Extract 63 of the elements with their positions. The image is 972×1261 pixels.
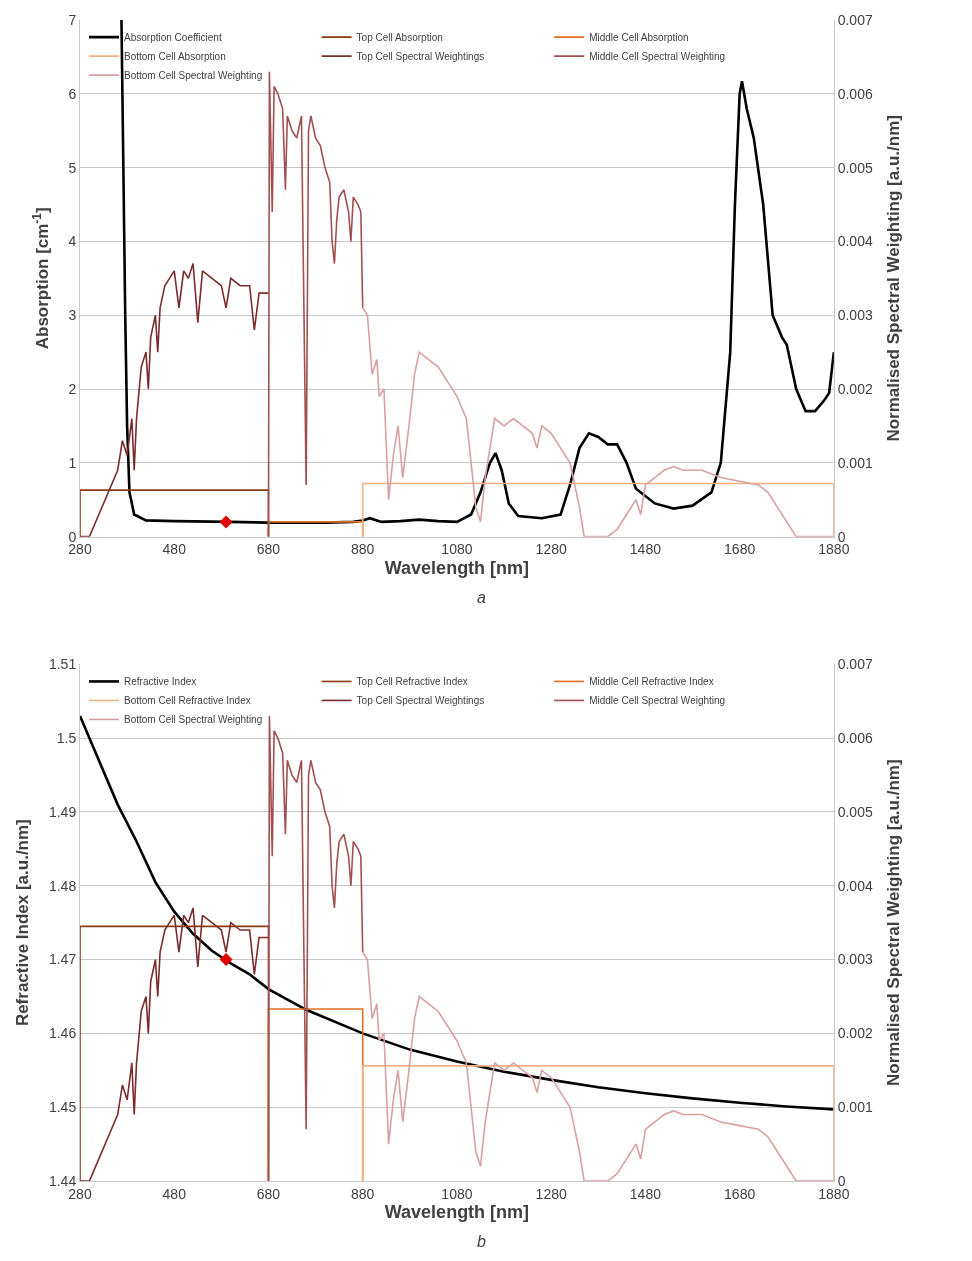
y2-tick-label: 0.007 (837, 656, 873, 673)
y2-tick-label: 0.005 (837, 803, 873, 820)
y-tick-label: 1.45 (48, 1099, 77, 1116)
legend-label: Absorption Coefficient (124, 31, 222, 43)
x-axis-title: Wavelength [nm] (384, 557, 530, 578)
x-tick-label: 1280 (535, 541, 567, 558)
y2-tick-label: 0.007 (837, 11, 873, 28)
y-tick-label: 6 (68, 85, 77, 102)
legend-label: Middle Cell Spectral Weighting (589, 695, 726, 707)
y-tick-label: 1 (68, 454, 77, 471)
y2-tick-label: 0.006 (837, 730, 873, 747)
y-tick-label: 2 (68, 380, 77, 397)
y2-tick-label: 0.006 (837, 85, 873, 102)
x-tick-label: 480 (162, 1185, 187, 1202)
text: a (477, 589, 486, 606)
legend-label: Top Cell Spectral Weightings (356, 695, 485, 707)
x-tick-label: 1280 (535, 1185, 567, 1202)
x-tick-label: 480 (162, 541, 187, 558)
legend-label: Middle Cell Absorption (589, 31, 689, 43)
legend-label: Bottom Cell Refractive Index (124, 695, 251, 707)
y-tick-label: 1.47 (48, 951, 77, 968)
y-axis-title: Refractive Index [a.u./nm] (13, 819, 33, 1027)
y2-axis-title: Normalised Spectral Weighting [a.u./nm] (884, 115, 904, 442)
y-tick-label: 5 (68, 159, 77, 176)
legend-label: Refractive Index (124, 676, 197, 688)
y2-tick-label: 0.003 (837, 951, 873, 968)
y-tick-label: 7 (68, 11, 77, 28)
y2-tick-label: 0.002 (837, 380, 873, 397)
legend-label: Bottom Cell Spectral Weighting (124, 714, 263, 726)
x-tick-label: 1480 (629, 541, 662, 558)
y2-axis-title: Normalised Spectral Weighting [a.u./nm] (884, 759, 904, 1086)
x-axis-title: Wavelength [nm] (384, 1201, 530, 1222)
y2-tick-label: 0.004 (837, 233, 873, 250)
x-tick-label: 880 (351, 1185, 375, 1202)
y2-tick-label: 0.001 (837, 1099, 873, 1116)
x-tick-label: 680 (256, 541, 281, 558)
x-tick-label: 680 (256, 1185, 281, 1202)
y2-tick-label: 0.005 (837, 159, 873, 176)
y-tick-label: 3 (68, 307, 77, 324)
y-tick-label: 4 (68, 233, 77, 250)
y-tick-label: 1.49 (48, 803, 77, 820)
legend-label: Top Cell Spectral Weightings (356, 50, 485, 62)
x-tick-label: 1680 (724, 541, 756, 558)
x-tick-label: 1080 (441, 1185, 473, 1202)
x-tick-label: 1480 (629, 1185, 662, 1202)
x-tick-label: 1680 (724, 1185, 756, 1202)
y-tick-label: 1.46 (48, 1025, 77, 1042)
x-tick-label: 1080 (441, 541, 473, 558)
legend-label: Bottom Cell Spectral Weighting (124, 69, 263, 81)
y-tick-label: 1.5 (56, 730, 77, 747)
legend-label: Bottom Cell Absorption (124, 50, 226, 62)
y2-tick-label: 0.001 (837, 454, 873, 471)
y2-tick-label: 0.004 (837, 877, 873, 894)
y2-tick-label: 0.002 (837, 1025, 873, 1042)
y-tick-label: 1.48 (48, 877, 77, 894)
x-tick-label: 880 (351, 541, 375, 558)
legend-label: Top Cell Absorption (356, 31, 443, 43)
legend-label: Middle Cell Refractive Index (589, 676, 714, 688)
legend-label: Middle Cell Spectral Weighting (589, 50, 726, 62)
legend-label: Top Cell Refractive Index (356, 676, 468, 688)
y-tick-label: 1.51 (48, 656, 77, 673)
text: b (477, 1233, 486, 1250)
y2-tick-label: 0.003 (837, 307, 873, 324)
